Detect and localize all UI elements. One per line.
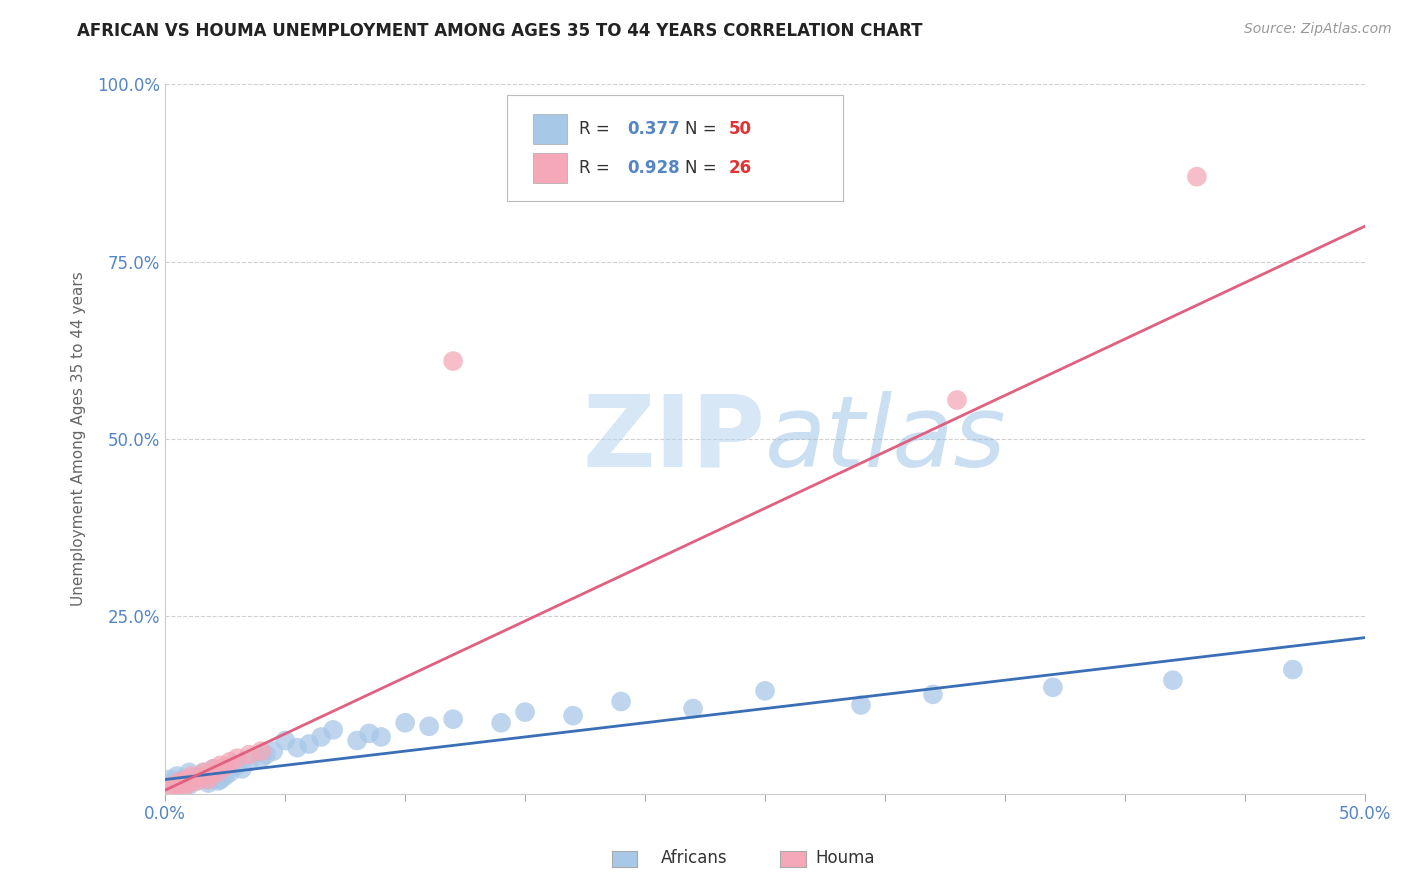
Point xyxy=(179,776,201,790)
Point xyxy=(200,767,222,781)
Point xyxy=(159,772,181,787)
Point xyxy=(163,780,186,795)
Point xyxy=(226,751,249,765)
Point xyxy=(610,694,633,708)
FancyBboxPatch shape xyxy=(533,114,567,144)
FancyBboxPatch shape xyxy=(533,153,567,183)
Point xyxy=(254,747,277,762)
Point xyxy=(513,705,536,719)
Point xyxy=(1185,169,1208,184)
Point xyxy=(1282,663,1305,677)
Text: 26: 26 xyxy=(730,159,752,178)
Point xyxy=(231,762,253,776)
Point xyxy=(195,772,218,787)
Point xyxy=(214,760,236,774)
Point xyxy=(207,773,229,788)
Point xyxy=(682,701,704,715)
Point xyxy=(162,776,184,790)
Point xyxy=(209,772,232,787)
Text: Source: ZipAtlas.com: Source: ZipAtlas.com xyxy=(1244,22,1392,37)
Text: Houma: Houma xyxy=(815,849,875,867)
Point xyxy=(170,773,193,788)
Point xyxy=(309,730,332,744)
Point xyxy=(197,772,219,787)
Point xyxy=(285,740,308,755)
FancyBboxPatch shape xyxy=(508,95,844,202)
Point xyxy=(186,773,208,788)
Point xyxy=(359,726,381,740)
Point xyxy=(193,765,215,780)
Point xyxy=(202,762,225,776)
Point xyxy=(238,747,260,762)
Point xyxy=(322,723,344,737)
Point xyxy=(214,769,236,783)
Point xyxy=(173,776,195,790)
Point xyxy=(250,751,273,765)
Point xyxy=(274,733,297,747)
Point xyxy=(183,771,205,785)
Text: Africans: Africans xyxy=(661,849,727,867)
Y-axis label: Unemployment Among Ages 35 to 44 years: Unemployment Among Ages 35 to 44 years xyxy=(72,272,86,607)
Point xyxy=(166,776,188,790)
Point xyxy=(238,755,260,769)
Point xyxy=(346,733,368,747)
Point xyxy=(166,780,188,794)
Point xyxy=(173,780,195,794)
Point xyxy=(204,771,226,785)
Text: 0.377: 0.377 xyxy=(627,120,681,138)
Text: ZIP: ZIP xyxy=(582,391,765,488)
Point xyxy=(562,708,585,723)
Point xyxy=(190,771,212,785)
Point xyxy=(219,755,242,769)
Point xyxy=(200,767,222,781)
Point xyxy=(202,762,225,776)
Point xyxy=(298,737,321,751)
Text: R =: R = xyxy=(579,120,614,138)
Point xyxy=(190,769,212,783)
Point xyxy=(226,758,249,772)
Point xyxy=(186,773,208,788)
Point xyxy=(176,773,198,788)
Point xyxy=(849,698,872,712)
Text: atlas: atlas xyxy=(765,391,1007,488)
Point xyxy=(922,687,945,701)
Point xyxy=(418,719,440,733)
Text: 50: 50 xyxy=(730,120,752,138)
Point xyxy=(441,354,464,368)
Point xyxy=(209,758,232,772)
Text: AFRICAN VS HOUMA UNEMPLOYMENT AMONG AGES 35 TO 44 YEARS CORRELATION CHART: AFRICAN VS HOUMA UNEMPLOYMENT AMONG AGES… xyxy=(77,22,922,40)
Point xyxy=(370,730,392,744)
Point xyxy=(946,392,969,407)
Point xyxy=(170,772,193,787)
Point xyxy=(207,765,229,780)
Point xyxy=(489,715,512,730)
Point xyxy=(195,769,218,783)
Text: N =: N = xyxy=(685,120,721,138)
Point xyxy=(1161,673,1184,688)
Point xyxy=(159,780,181,794)
Point xyxy=(1042,681,1064,695)
Point xyxy=(219,765,242,780)
Point xyxy=(179,765,201,780)
Point xyxy=(197,776,219,790)
Point xyxy=(250,744,273,758)
Point xyxy=(193,765,215,780)
Text: R =: R = xyxy=(579,159,614,178)
Point xyxy=(180,769,202,783)
Point xyxy=(179,778,201,792)
Point xyxy=(754,683,776,698)
Point xyxy=(169,778,191,792)
Point xyxy=(166,769,188,783)
Text: N =: N = xyxy=(685,159,721,178)
Point xyxy=(262,744,284,758)
Point xyxy=(394,715,416,730)
Text: 0.928: 0.928 xyxy=(627,159,679,178)
Point xyxy=(176,772,198,787)
Point xyxy=(441,712,464,726)
